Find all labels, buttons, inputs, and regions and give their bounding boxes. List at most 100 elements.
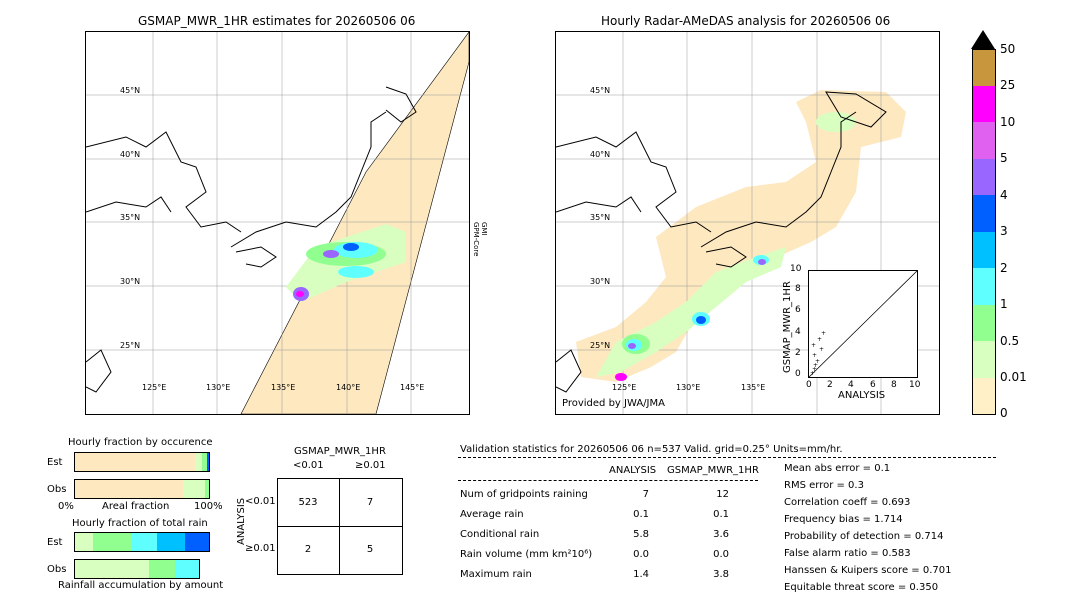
svg-text:+: + bbox=[812, 352, 817, 359]
stat-label-maximum-rain: Maximum rain bbox=[460, 569, 532, 580]
right-lat-label-25: 25°N bbox=[590, 341, 611, 350]
scatter-xtick-6: 6 bbox=[870, 380, 876, 390]
contingency-col1: <0.01 bbox=[293, 460, 324, 471]
colorbar bbox=[972, 49, 996, 415]
colorbar-seg-10-25 bbox=[973, 86, 995, 122]
stat-analysis-average-rain: 0.1 bbox=[633, 509, 649, 520]
validation-col-gsmap: GSMAP_MWR_1HR bbox=[667, 465, 759, 476]
colorbar-extend-arrow bbox=[971, 30, 995, 49]
stat-gsmap-rain-volume: 0.0 bbox=[713, 549, 729, 560]
colorbar-seg-2-3 bbox=[973, 232, 995, 268]
right-lat-label-35: 35°N bbox=[590, 213, 611, 222]
left-map-title: GSMAP_MWR_1HR estimates for 20260506 06 bbox=[138, 14, 416, 28]
contingency-cell-21: 2 bbox=[304, 544, 312, 555]
colorbar-seg-3-4 bbox=[973, 195, 995, 232]
colorbar-label-4: 4 bbox=[1000, 188, 1008, 202]
rainfall-obs-bar bbox=[74, 559, 200, 579]
colorbar-label-1: 1 bbox=[1000, 297, 1008, 311]
left-lon-label-135: 135°E bbox=[271, 383, 296, 392]
scatter-canvas: +++ +++ +++ bbox=[808, 270, 918, 378]
occurrence-row-est: Est bbox=[47, 457, 63, 468]
rainfall-row-obs: Obs bbox=[47, 564, 67, 575]
scatter-xlabel: ANALYSIS bbox=[838, 390, 886, 401]
colorbar-label-0: 0 bbox=[1000, 406, 1008, 420]
score-correlation: Correlation coeff = 0.693 bbox=[784, 497, 911, 508]
contingency-cell-11: 523 bbox=[298, 497, 318, 508]
colorbar-seg-4-5 bbox=[973, 159, 995, 195]
swath-label-line2: GMI bbox=[480, 222, 488, 236]
occurrence-axis-right: 100% bbox=[194, 501, 223, 512]
svg-text:+: + bbox=[810, 370, 815, 377]
left-map-grid bbox=[86, 32, 469, 414]
colorbar-seg-001-05 bbox=[973, 341, 995, 378]
right-rain-patches bbox=[596, 112, 856, 381]
left-lat-label-40: 40°N bbox=[120, 150, 141, 159]
left-lat-label-45: 45°N bbox=[120, 86, 141, 95]
stat-gsmap-average-rain: 0.1 bbox=[713, 509, 729, 520]
svg-text:+: + bbox=[811, 342, 816, 349]
colorbar-label-3: 3 bbox=[1000, 224, 1008, 238]
contingency-col2: ≥0.01 bbox=[355, 460, 386, 471]
score-far: False alarm ratio = 0.583 bbox=[784, 548, 911, 559]
stat-label-num-raining: Num of gridpoints raining bbox=[460, 489, 588, 500]
colorbar-label-10: 10 bbox=[1000, 115, 1016, 129]
left-lat-label-35: 35°N bbox=[120, 213, 141, 222]
occurrence-row-obs: Obs bbox=[47, 484, 67, 495]
score-frequency-bias: Frequency bias = 1.714 bbox=[784, 514, 903, 525]
contingency-cell-12: 7 bbox=[366, 497, 374, 508]
stat-label-conditional-rain: Conditional rain bbox=[460, 529, 540, 540]
colorbar-seg-1-2 bbox=[973, 268, 995, 305]
svg-text:+: + bbox=[817, 336, 822, 343]
right-lat-label-45: 45°N bbox=[590, 86, 611, 95]
stat-label-average-rain: Average rain bbox=[460, 509, 524, 520]
scatter-ytick-0: 0 bbox=[795, 369, 801, 379]
score-rms-error: RMS error = 0.3 bbox=[784, 480, 864, 491]
score-mean-abs-error: Mean abs error = 0.1 bbox=[784, 463, 891, 474]
contingency-row2: ≥0.01 bbox=[245, 543, 276, 554]
right-lat-label-40: 40°N bbox=[590, 150, 611, 159]
scatter-xtick-4: 4 bbox=[848, 380, 854, 390]
left-lon-label-130: 130°E bbox=[206, 383, 231, 392]
right-lon-label-130: 130°E bbox=[676, 383, 701, 392]
scatter-points: +++ +++ +++ bbox=[810, 330, 826, 377]
rainfall-est-bar bbox=[74, 532, 210, 552]
left-lat-label-30: 30°N bbox=[120, 277, 141, 286]
data-credit: Provided by JWA/JMA bbox=[562, 398, 665, 409]
right-lon-label-135: 135°E bbox=[741, 383, 766, 392]
left-map: 45°N 40°N 35°N 30°N 25°N 125°E 130°E 135… bbox=[85, 31, 470, 415]
score-hk: Hanssen & Kuipers score = 0.701 bbox=[784, 565, 952, 576]
occurrence-axis-mid: Areal fraction bbox=[102, 501, 170, 512]
validation-header: Validation statistics for 20260506 06 n=… bbox=[460, 444, 843, 455]
stat-analysis-maximum-rain: 1.4 bbox=[633, 569, 649, 580]
left-lat-label-25: 25°N bbox=[120, 341, 141, 350]
scatter-ytick-8: 8 bbox=[795, 284, 801, 294]
colorbar-seg-05-1 bbox=[973, 305, 995, 341]
right-map-title: Hourly Radar-AMeDAS analysis for 2026050… bbox=[601, 14, 891, 28]
right-lon-label-125: 125°E bbox=[612, 383, 637, 392]
swath-label: GPM-Core GMI bbox=[470, 222, 488, 282]
colorbar-seg-5-10 bbox=[973, 122, 995, 159]
rainfall-title: Hourly fraction of total rain bbox=[72, 518, 208, 529]
scatter-xtick-0: 0 bbox=[806, 380, 812, 390]
left-lon-label-140: 140°E bbox=[336, 383, 361, 392]
occurrence-obs-bar bbox=[74, 479, 210, 499]
contingency-row1: <0.01 bbox=[245, 496, 276, 507]
occurrence-title: Hourly fraction by occurence bbox=[68, 437, 213, 448]
radar-coverage bbox=[576, 90, 906, 382]
score-pod: Probability of detection = 0.714 bbox=[784, 531, 944, 542]
rainfall-axis-label: Rainfall accumulation by amount bbox=[58, 580, 224, 591]
one-to-one-line bbox=[808, 270, 918, 378]
satellite-swath bbox=[240, 32, 469, 414]
left-coastlines bbox=[86, 86, 417, 393]
scatter-ytick-4: 4 bbox=[795, 327, 801, 337]
scatter-xtick-10: 10 bbox=[909, 380, 921, 390]
validation-divider bbox=[458, 457, 996, 458]
scatter-ytick-2: 2 bbox=[795, 348, 801, 358]
right-coastlines bbox=[556, 91, 887, 393]
svg-text:+: + bbox=[813, 362, 818, 369]
score-ets: Equitable threat score = 0.350 bbox=[784, 582, 939, 593]
svg-text:+: + bbox=[821, 330, 826, 337]
colorbar-label-25: 25 bbox=[1000, 78, 1016, 92]
right-map-canvas bbox=[556, 32, 939, 414]
svg-text:+: + bbox=[819, 346, 824, 353]
